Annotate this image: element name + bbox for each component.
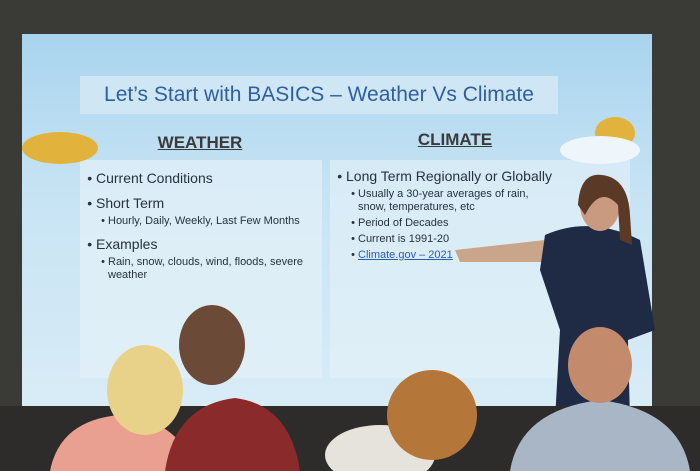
people [0,0,700,471]
audience-head [387,370,477,460]
presenter-arm [455,240,548,262]
audience-head [568,327,632,403]
photo: Let’s Start with BASICS – Weather Vs Cli… [0,0,700,471]
audience-head [107,345,183,435]
audience-head [179,305,245,385]
